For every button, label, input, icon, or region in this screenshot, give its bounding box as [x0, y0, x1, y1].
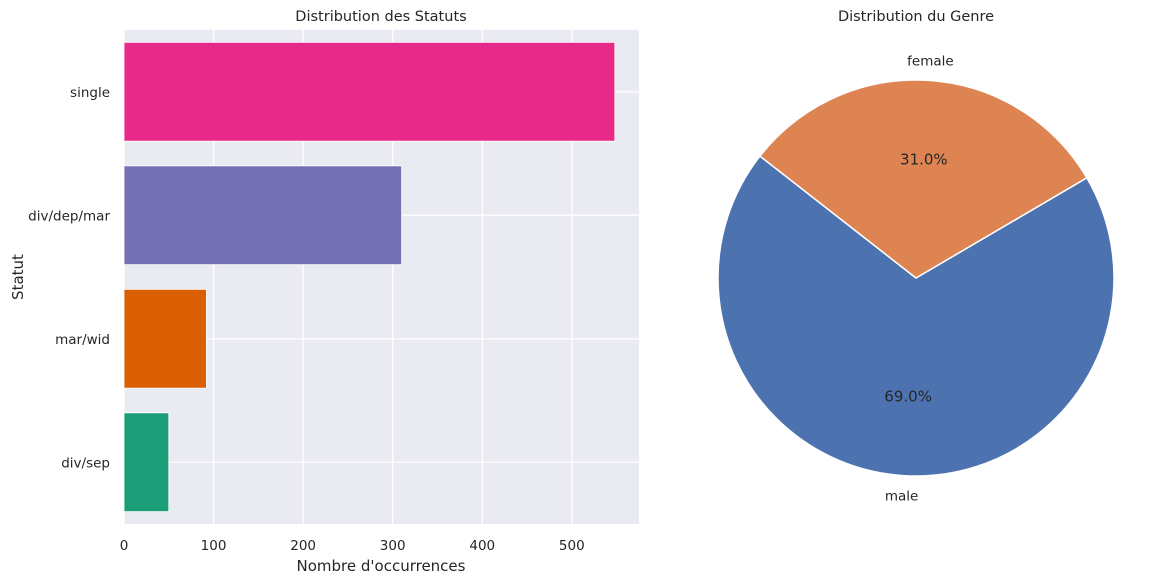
- y-axis-label: Statut: [9, 254, 27, 300]
- x-tick-label: 300: [380, 538, 406, 554]
- x-axis-ticks: 0 100 200 300 400 500: [120, 538, 585, 554]
- y-tick-label: div/dep/mar: [28, 208, 110, 224]
- pie-slice-female: [759, 79, 1088, 279]
- y-tick-label: div/sep: [61, 455, 110, 471]
- x-tick-label: 500: [559, 538, 585, 554]
- bar-div-sep: [123, 412, 170, 513]
- pie-label-female: female: [907, 54, 954, 70]
- x-tick-label: 0: [120, 538, 129, 554]
- pie-labels: male 69.0% female 31.0%: [884, 54, 953, 505]
- bar-mar-wid: [123, 288, 207, 389]
- bar-chart-title: Distribution des Statuts: [295, 9, 466, 25]
- bar-chart: 0 100 200 300 400 500 single div/dep/mar mar/wi…: [9, 9, 639, 575]
- bar-div-dep-mar: [123, 165, 403, 266]
- y-axis-ticks: single div/dep/mar mar/wid div/sep: [28, 85, 110, 472]
- pie-slice-male: [717, 155, 1115, 477]
- x-tick-label: 400: [469, 538, 495, 554]
- y-tick-label: mar/wid: [55, 332, 110, 348]
- pie-percent-male: 69.0%: [884, 388, 932, 406]
- y-tick-label: single: [70, 85, 110, 101]
- pie-slices: [717, 79, 1115, 477]
- pie-label-male: male: [885, 488, 918, 504]
- bar-single: [123, 41, 616, 142]
- pie-percent-female: 31.0%: [900, 150, 948, 168]
- x-axis-label: Nombre d'occurrences: [297, 557, 466, 575]
- x-tick-label: 100: [201, 538, 227, 554]
- bar-series: [123, 41, 616, 513]
- pie-chart: Distribution du Genre male 69.0% female 31.…: [717, 9, 1115, 505]
- pie-chart-title: Distribution du Genre: [838, 9, 994, 25]
- x-tick-label: 200: [290, 538, 316, 554]
